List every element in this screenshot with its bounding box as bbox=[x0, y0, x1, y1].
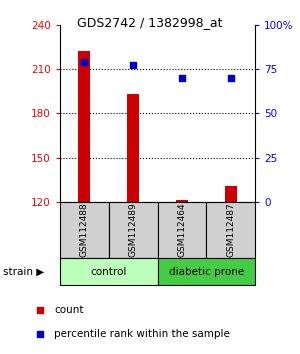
Point bbox=[37, 331, 42, 336]
Point bbox=[179, 75, 184, 81]
Bar bbox=[78, 51, 91, 202]
Point bbox=[37, 307, 42, 313]
Text: GDS2742 / 1382998_at: GDS2742 / 1382998_at bbox=[77, 16, 223, 29]
Bar bbox=[176, 200, 188, 202]
Point bbox=[82, 59, 87, 65]
Bar bbox=[127, 94, 139, 202]
Text: GSM112488: GSM112488 bbox=[80, 203, 89, 257]
Bar bbox=[224, 185, 237, 202]
Bar bbox=[206, 202, 255, 258]
Text: percentile rank within the sample: percentile rank within the sample bbox=[54, 329, 230, 339]
Bar bbox=[158, 258, 255, 285]
Bar bbox=[109, 202, 158, 258]
Text: GSM112489: GSM112489 bbox=[129, 203, 138, 257]
Text: GSM112464: GSM112464 bbox=[177, 203, 186, 257]
Text: GSM112487: GSM112487 bbox=[226, 203, 235, 257]
Bar bbox=[60, 258, 158, 285]
Text: count: count bbox=[54, 305, 83, 315]
Bar bbox=[60, 202, 109, 258]
Text: control: control bbox=[91, 267, 127, 277]
Bar bbox=[158, 202, 206, 258]
Point bbox=[131, 63, 136, 68]
Text: strain ▶: strain ▶ bbox=[3, 267, 44, 277]
Text: diabetic prone: diabetic prone bbox=[169, 267, 244, 277]
Point bbox=[228, 75, 233, 81]
